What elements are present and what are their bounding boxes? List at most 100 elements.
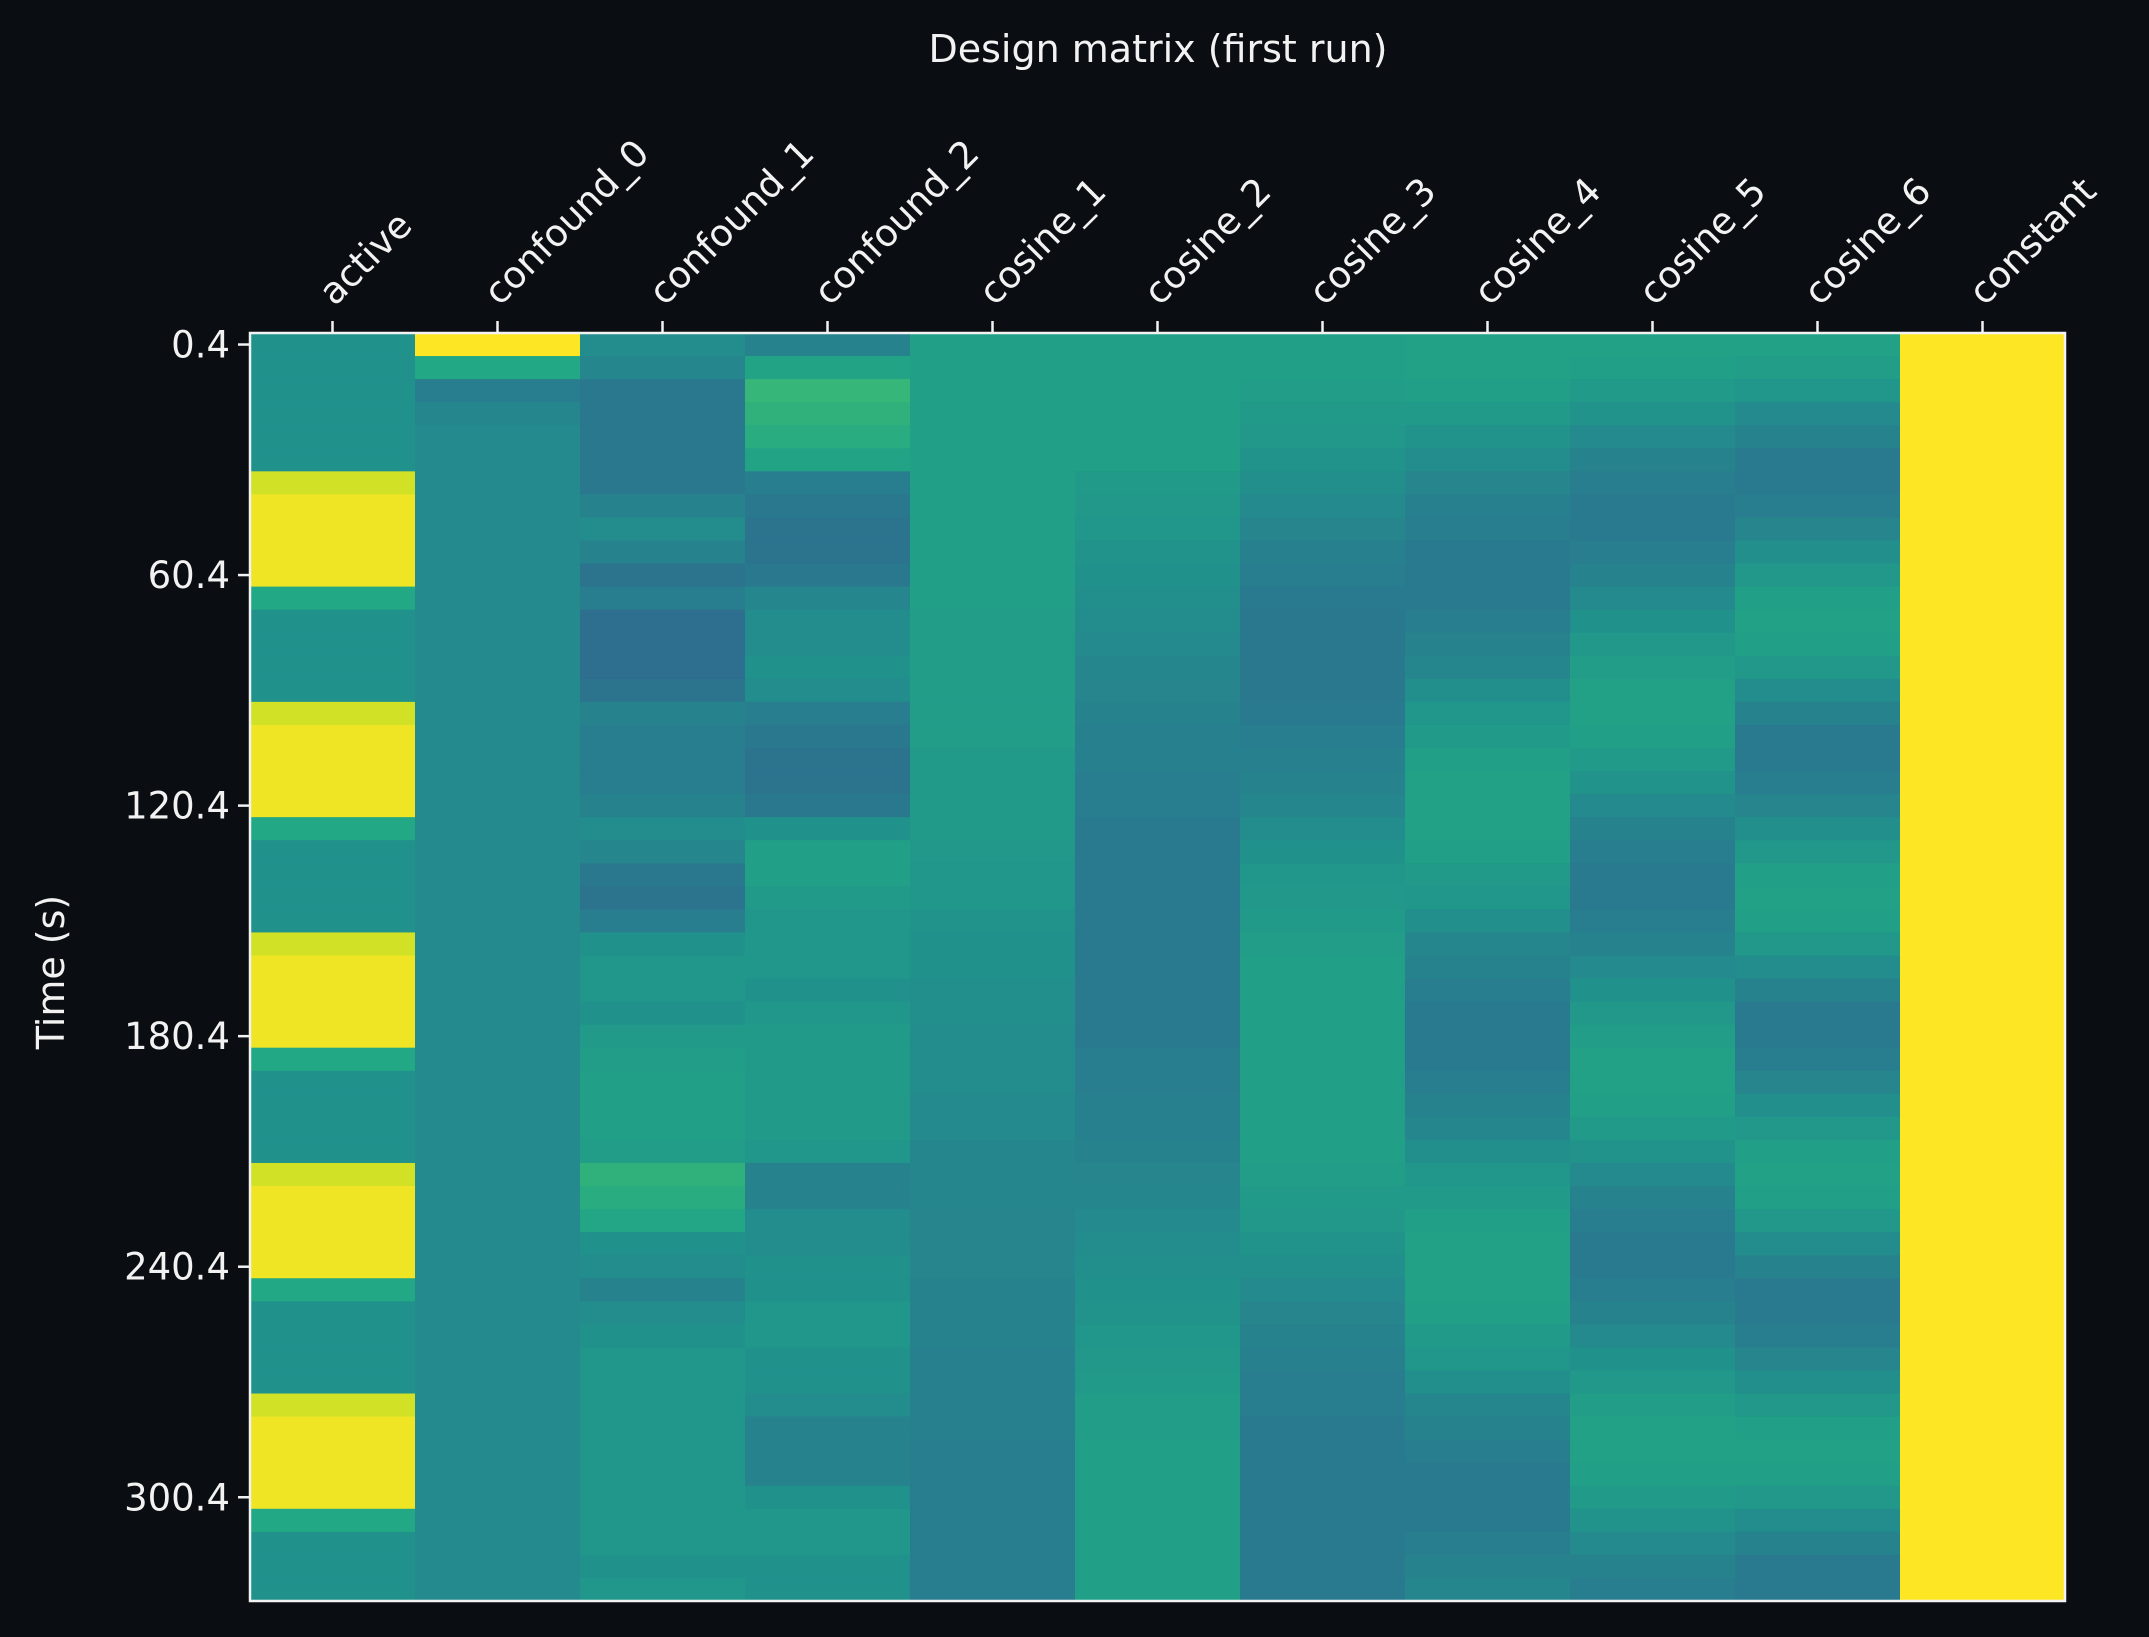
heatmap-cell-confound_0 [415,1024,581,1049]
heatmap-cell-cosine_2 [1075,1070,1241,1095]
heatmap-cell-cosine_6 [1735,1278,1901,1302]
heatmap-cell-cosine_6 [1735,1554,1901,1579]
heatmap-cell-confound_2 [745,1001,911,1026]
heatmap-cell-cosine_1 [910,886,1076,910]
heatmap-cell-cosine_6 [1735,563,1901,588]
heatmap-cell-cosine_1 [910,1439,1076,1464]
heatmap-cell-cosine_4 [1405,1416,1571,1441]
heatmap-cell-cosine_2 [1075,840,1241,864]
heatmap-cell-cosine_4 [1405,1347,1571,1372]
heatmap-cell-constant [1900,1531,2066,1556]
heatmap-cell-constant [1900,563,2066,588]
heatmap-cell-constant [1900,1347,2066,1372]
heatmap-cell-active [250,609,416,634]
heatmap-cell-cosine_5 [1570,932,1736,957]
heatmap-cell-confound_0 [415,1324,581,1348]
heatmap-cell-cosine_2 [1075,1462,1241,1487]
heatmap-cell-active [250,1393,416,1418]
heatmap-cell-confound_2 [745,1416,911,1441]
heatmap-cell-cosine_3 [1240,1116,1406,1141]
heatmap-cell-cosine_3 [1240,1462,1406,1487]
heatmap-cell-cosine_4 [1405,563,1571,588]
heatmap-cell-cosine_2 [1075,1278,1241,1302]
heatmap-cell-confound_0 [415,1531,581,1556]
heatmap-cell-cosine_3 [1240,1255,1406,1279]
heatmap-cell-confound_1 [580,794,746,818]
heatmap-cell-cosine_5 [1570,678,1736,703]
heatmap-cell-constant [1900,425,2066,449]
heatmap-cell-active [250,932,416,957]
heatmap-cell-confound_0 [415,586,581,611]
heatmap-cell-confound_2 [745,1577,911,1602]
heatmap-cell-cosine_2 [1075,1186,1241,1210]
heatmap-cell-cosine_5 [1570,1093,1736,1118]
heatmap-cell-confound_2 [745,1116,911,1141]
heatmap-cell-cosine_4 [1405,794,1571,818]
heatmap-cell-constant [1900,840,2066,864]
heatmap-cell-confound_0 [415,1186,581,1210]
heatmap-cell-cosine_1 [910,1209,1076,1233]
heatmap-cell-cosine_5 [1570,1232,1736,1256]
heatmap-cell-cosine_5 [1570,356,1736,380]
heatmap-cell-confound_2 [745,494,911,519]
heatmap-cell-active [250,1554,416,1579]
heatmap-cell-cosine_6 [1735,632,1901,657]
heatmap-cell-cosine_1 [910,1162,1076,1187]
heatmap-cell-constant [1900,932,2066,957]
heatmap-cell-confound_2 [745,678,911,703]
heatmap-cell-cosine_5 [1570,1370,1736,1395]
heatmap-cell-confound_2 [745,632,911,657]
y-tick-label: 180.4 [124,1015,230,1058]
heatmap-cell-cosine_3 [1240,1001,1406,1026]
heatmap-cell-cosine_4 [1405,1047,1571,1072]
heatmap-cell-confound_0 [415,909,581,934]
heatmap-cell-constant [1900,1024,2066,1049]
y-tick-label: 300.4 [124,1476,230,1519]
heatmap-cell-cosine_3 [1240,471,1406,495]
heatmap-cell-cosine_3 [1240,1370,1406,1395]
heatmap-cell-cosine_4 [1405,1278,1571,1302]
heatmap-cell-active [250,771,416,795]
heatmap-cell-cosine_4 [1405,840,1571,864]
heatmap-cell-cosine_6 [1735,1347,1901,1372]
heatmap-cell-cosine_2 [1075,771,1241,795]
heatmap-cell-confound_1 [580,540,746,565]
heatmap-cell-cosine_5 [1570,586,1736,611]
y-axis-label: Time (s) [29,895,73,1051]
heatmap-cell-confound_2 [745,794,911,818]
heatmap-cell-confound_2 [745,701,911,726]
heatmap-cell-confound_1 [580,1370,746,1395]
heatmap-cell-cosine_4 [1405,1370,1571,1395]
heatmap-cell-confound_2 [745,1093,911,1118]
heatmap-cell-cosine_3 [1240,1024,1406,1049]
heatmap-cell-confound_0 [415,1508,581,1533]
heatmap-cell-cosine_3 [1240,494,1406,519]
heatmap-cell-cosine_6 [1735,471,1901,495]
heatmap-cell-confound_0 [415,1554,581,1579]
heatmap-cell-cosine_4 [1405,747,1571,772]
heatmap-cell-cosine_2 [1075,1162,1241,1187]
heatmap-cell-confound_0 [415,402,581,426]
heatmap-cell-cosine_3 [1240,1347,1406,1372]
heatmap-cell-confound_1 [580,1485,746,1510]
heatmap-cell-cosine_2 [1075,655,1241,680]
heatmap-cell-active [250,1093,416,1118]
heatmap-cells [250,333,2066,1602]
heatmap-cell-cosine_1 [910,1070,1076,1095]
heatmap-cell-confound_2 [745,1554,911,1579]
heatmap-cell-cosine_2 [1075,1577,1241,1602]
heatmap-cell-cosine_5 [1570,1577,1736,1602]
heatmap-cell-cosine_5 [1570,1416,1736,1441]
heatmap-cell-confound_1 [580,978,746,1003]
heatmap-cell-cosine_2 [1075,863,1241,887]
heatmap-cell-cosine_6 [1735,1047,1901,1072]
heatmap-cell-cosine_4 [1405,586,1571,611]
heatmap-cell-cosine_5 [1570,1186,1736,1210]
heatmap-cell-cosine_5 [1570,1278,1736,1302]
heatmap-cell-constant [1900,1116,2066,1141]
heatmap-cell-active [250,540,416,565]
heatmap-cell-active [250,863,416,887]
heatmap-cell-confound_1 [580,724,746,749]
heatmap-cell-cosine_3 [1240,609,1406,634]
